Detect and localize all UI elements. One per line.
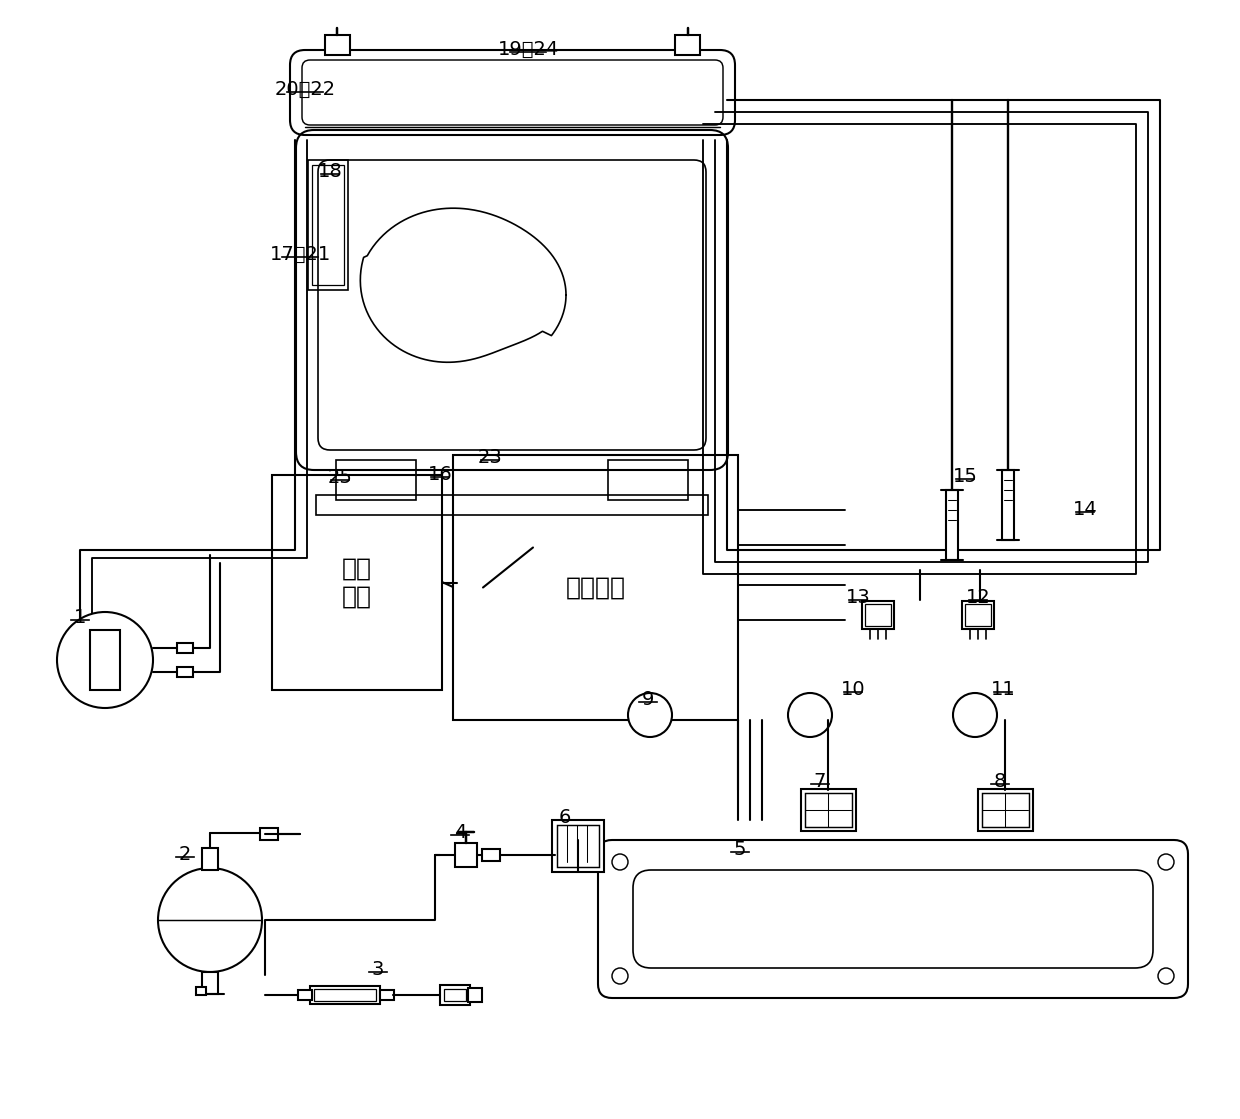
Text: 25: 25 bbox=[327, 468, 352, 487]
Bar bbox=[866, 604, 892, 626]
Text: 10: 10 bbox=[841, 680, 866, 699]
Bar bbox=[444, 989, 466, 1002]
Bar bbox=[314, 989, 376, 1002]
Bar bbox=[962, 601, 994, 629]
Bar bbox=[608, 460, 688, 500]
Text: 14: 14 bbox=[1073, 500, 1097, 519]
Text: 9: 9 bbox=[642, 690, 655, 709]
Bar bbox=[325, 35, 350, 55]
Text: 17、21: 17、21 bbox=[269, 245, 331, 264]
Bar bbox=[557, 825, 599, 867]
Text: 8: 8 bbox=[993, 772, 1006, 791]
Text: 23: 23 bbox=[477, 448, 502, 467]
Bar bbox=[91, 630, 120, 690]
Circle shape bbox=[157, 868, 262, 972]
Text: 20、22: 20、22 bbox=[274, 79, 336, 98]
Bar bbox=[177, 643, 193, 653]
Bar bbox=[862, 601, 894, 629]
Bar bbox=[482, 849, 500, 861]
Bar bbox=[440, 985, 470, 1005]
Circle shape bbox=[787, 693, 832, 737]
Bar bbox=[202, 972, 218, 994]
Text: 16: 16 bbox=[428, 466, 453, 485]
Text: 显示
单元: 显示 单元 bbox=[342, 556, 372, 609]
Bar bbox=[312, 164, 343, 285]
Circle shape bbox=[627, 693, 672, 737]
Text: 11: 11 bbox=[991, 680, 1016, 699]
Bar bbox=[675, 35, 701, 55]
Text: 15: 15 bbox=[952, 467, 977, 486]
Text: 7: 7 bbox=[813, 772, 826, 791]
Bar bbox=[801, 789, 856, 831]
Text: 6: 6 bbox=[559, 808, 572, 827]
Text: 1: 1 bbox=[74, 608, 87, 627]
Bar bbox=[552, 820, 604, 872]
Bar bbox=[177, 667, 193, 677]
Bar bbox=[455, 843, 477, 867]
Text: 3: 3 bbox=[372, 960, 384, 979]
Bar bbox=[336, 460, 415, 500]
Bar bbox=[202, 848, 218, 869]
Text: 12: 12 bbox=[966, 587, 991, 606]
Text: 18: 18 bbox=[317, 162, 342, 181]
Bar bbox=[965, 604, 991, 626]
Bar bbox=[298, 990, 312, 1000]
Text: 控制单元: 控制单元 bbox=[565, 575, 625, 600]
Text: 4: 4 bbox=[454, 822, 466, 841]
Bar bbox=[272, 474, 441, 690]
Text: 19、24: 19、24 bbox=[497, 40, 559, 59]
Bar bbox=[978, 789, 1033, 831]
Circle shape bbox=[954, 693, 997, 737]
Bar bbox=[467, 988, 482, 1002]
Text: 5: 5 bbox=[734, 840, 746, 859]
Bar bbox=[260, 828, 278, 840]
Circle shape bbox=[57, 612, 153, 708]
Bar bbox=[310, 986, 379, 1004]
Bar bbox=[196, 987, 206, 995]
Bar bbox=[805, 793, 852, 827]
Text: 13: 13 bbox=[846, 587, 870, 606]
Bar bbox=[453, 455, 738, 720]
Bar bbox=[308, 160, 348, 290]
Bar bbox=[982, 793, 1029, 827]
Bar bbox=[946, 490, 959, 560]
Bar bbox=[379, 990, 394, 1000]
Text: 2: 2 bbox=[179, 845, 191, 864]
Bar bbox=[316, 495, 708, 515]
Bar bbox=[1002, 470, 1014, 540]
